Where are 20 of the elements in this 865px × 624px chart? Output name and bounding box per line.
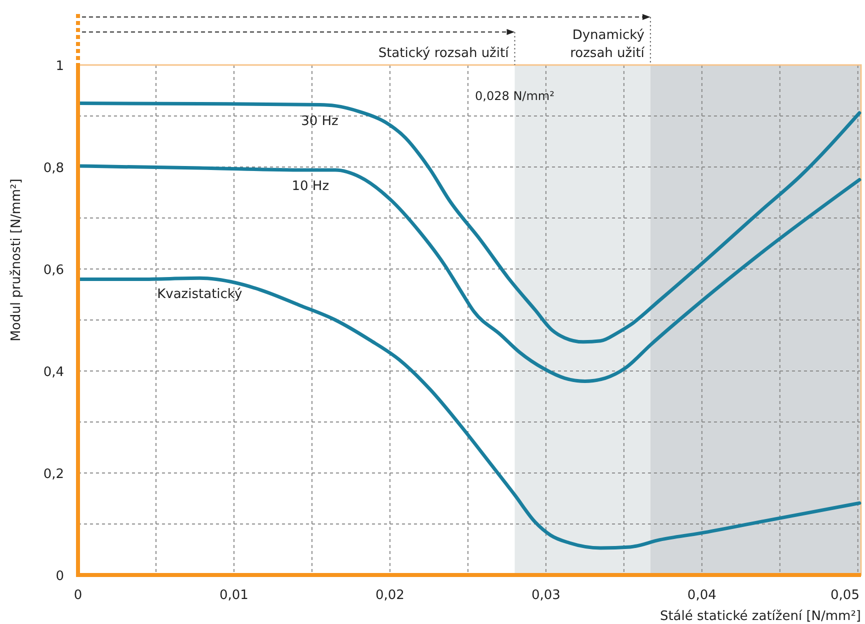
y-tick-label: 1 — [56, 59, 64, 74]
x-tick-label: 0 — [74, 588, 82, 603]
x-tick-label: 0,05 — [830, 588, 860, 603]
y-tick-label: 0,4 — [43, 365, 64, 380]
annotation: 0,028 N/mm² — [475, 88, 555, 103]
x-tick-label: 0,03 — [531, 588, 560, 603]
y-tick-label: 0 — [56, 569, 64, 584]
y-tick-label: 0,8 — [43, 161, 64, 176]
x-tick-label: 0,04 — [687, 588, 716, 603]
x-tick-label: 0,01 — [220, 588, 248, 603]
series-label: Kvazistatický — [157, 287, 242, 302]
ref-line-label: Dynamický rozsah užití — [570, 28, 645, 61]
x-axis-title: Stálé statické zatížení [N/mm²] — [660, 609, 861, 624]
y-axis-title: Modul pružnosti [N/mm²] — [9, 178, 24, 342]
y-tick-label: 0,2 — [43, 467, 64, 482]
ref-line-label: Statický rozsah užití — [378, 46, 510, 61]
y-tick-label: 0,6 — [43, 263, 64, 278]
series-label: 30 Hz — [301, 114, 339, 129]
x-tick-label: 0,02 — [375, 588, 404, 603]
series-label: 10 Hz — [292, 179, 330, 194]
